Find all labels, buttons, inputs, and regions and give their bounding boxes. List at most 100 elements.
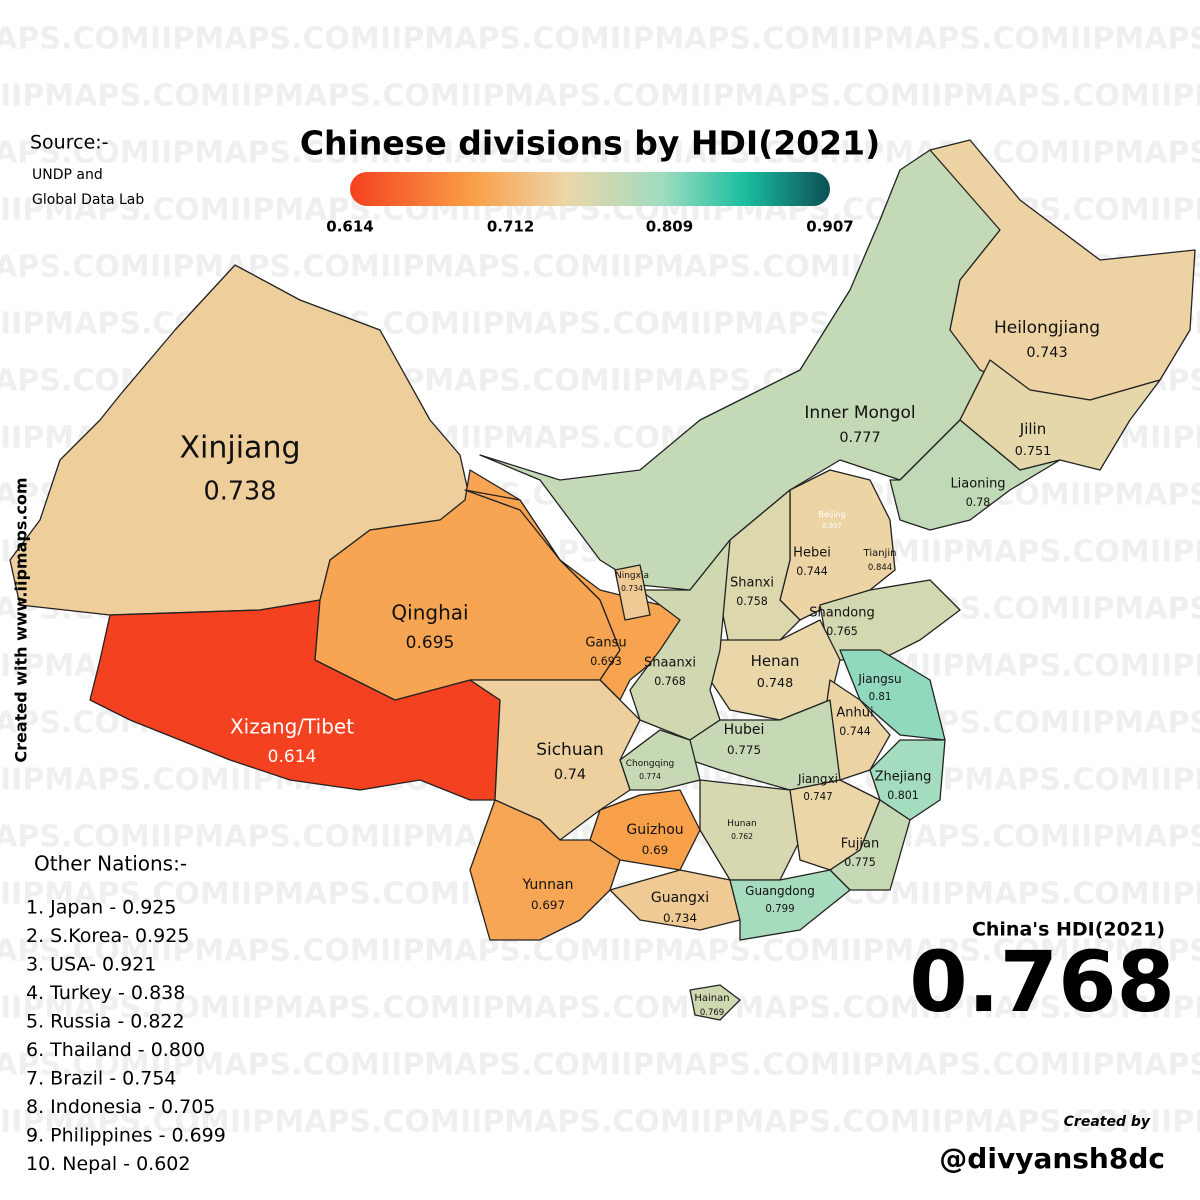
watermark: IIPMAPS.COM — [380, 136, 610, 171]
region-value: 0.765 — [826, 625, 858, 638]
watermark: IIPMAPS.COM — [840, 1048, 1070, 1083]
region — [729, 869, 851, 941]
region-value: 0.907 — [822, 522, 841, 530]
region-value: 0.695 — [406, 633, 455, 653]
watermark: IIPMAPS.COM — [920, 877, 1150, 912]
region-value: 0.693 — [590, 655, 622, 668]
region-name: Hebei — [793, 545, 831, 560]
region-value: 0.799 — [765, 904, 794, 915]
watermark: IIPMAPS.COM — [1150, 421, 1200, 456]
watermark: IIPMAPS.COM — [1150, 1105, 1200, 1140]
watermark: IIPMAPS.COM — [1150, 193, 1200, 228]
watermark: IIPMAPS.COM — [1070, 1048, 1200, 1083]
region-value: 0.734 — [621, 584, 643, 593]
source-label: Source:- — [30, 132, 109, 154]
region-name: Jiangsu — [857, 672, 901, 686]
region-value: 0.769 — [700, 1008, 724, 1018]
region-value: 0.744 — [839, 725, 871, 738]
nation-item: 1. Japan - 0.925 — [26, 897, 177, 919]
credit-handle: @divyansh8dc — [939, 1142, 1165, 1175]
watermark: IIPMAPS.COM — [920, 763, 1150, 798]
watermark: IIPMAPS.COM — [0, 877, 230, 912]
legend-tick-label: 0.809 — [646, 218, 693, 236]
watermark: IIPMAPS.COM — [460, 79, 690, 114]
legend-bar — [350, 172, 830, 206]
watermark: IIPMAPS.COM — [920, 79, 1150, 114]
region-name: Fujian — [841, 836, 879, 851]
region — [689, 984, 741, 1021]
title: Chinese divisions by HDI(2021) — [300, 124, 880, 163]
region-value: 0.743 — [1026, 345, 1067, 361]
nation-item: 10. Nepal - 0.602 — [26, 1153, 190, 1175]
watermark: IIPMAPS.COM — [150, 820, 380, 855]
watermark: IIPMAPS.COM — [610, 934, 840, 969]
region-name: Shandong — [809, 605, 874, 620]
region-name: Xizang/Tibet — [230, 715, 354, 739]
watermark: IIPMAPS.COM — [690, 79, 920, 114]
region-name: Hainan — [694, 993, 729, 1004]
region-value: 0.751 — [1015, 444, 1052, 459]
watermark: IIPMAPS.COM — [230, 877, 460, 912]
region — [614, 564, 651, 621]
watermark: IIPMAPS.COM — [920, 991, 1150, 1026]
region-name: Qinghai — [391, 601, 468, 625]
watermark: IIPMAPS.COM — [460, 991, 690, 1026]
watermark: IIPMAPS.COM — [610, 1048, 840, 1083]
region-value: 0.762 — [731, 832, 753, 841]
nation-item: 8. Indonesia - 0.705 — [26, 1096, 215, 1118]
region-name: Guangdong — [745, 884, 815, 898]
watermark: IIPMAPS.COM — [150, 22, 380, 57]
national-value: 0.768 — [909, 933, 1175, 1031]
legend-tick-label: 0.712 — [487, 218, 534, 236]
watermark: IIPMAPS.COM — [1070, 22, 1200, 57]
region-name: Tianjin — [863, 548, 897, 559]
region-name: Henan — [751, 652, 800, 670]
watermark: IIPMAPS.COM — [380, 364, 610, 399]
watermark: IIPMAPS.COM — [1150, 535, 1200, 570]
watermark: IIPMAPS.COM — [460, 1105, 690, 1140]
watermark: IIPMAPS.COM — [460, 421, 690, 456]
watermark: IIPMAPS.COM — [920, 1105, 1150, 1140]
watermark: IIPMAPS.COM — [150, 250, 380, 285]
watermark: IIPMAPS.COM — [840, 934, 1070, 969]
watermark: IIPMAPS.COM — [1070, 706, 1200, 741]
region-name: Jiangxi — [797, 772, 838, 786]
region-name: Shanxi — [730, 575, 774, 590]
region-value: 0.78 — [966, 496, 991, 509]
region-name: Hubei — [724, 722, 765, 738]
watermark: IIPMAPS.COM — [0, 136, 150, 171]
watermark: IIPMAPS.COM — [0, 1048, 150, 1083]
watermark: IIPMAPS.COM — [230, 1105, 460, 1140]
region-value: 0.734 — [663, 911, 697, 925]
region-name: Zhejiang — [875, 769, 932, 784]
region-name: Gansu — [585, 635, 626, 650]
region-name: Jilin — [1019, 420, 1046, 438]
watermark: IIPMAPS.COM — [610, 22, 840, 57]
region-name: Inner Mongol — [804, 403, 915, 423]
nation-item: 9. Philippines - 0.699 — [26, 1125, 226, 1147]
region — [719, 489, 801, 651]
region-value: 0.801 — [887, 789, 919, 802]
watermark: IIPMAPS.COM — [610, 136, 840, 171]
region-name: Anhui — [836, 705, 873, 720]
source-line: Global Data Lab — [32, 192, 144, 208]
region-value: 0.777 — [839, 430, 880, 446]
watermark: IIPMAPS.COM — [1150, 877, 1200, 912]
nations-title: Other Nations:- — [34, 852, 187, 876]
region-name: Shaanxi — [644, 655, 696, 670]
region-name: Guizhou — [626, 822, 683, 838]
watermark: IIPMAPS.COM — [1150, 763, 1200, 798]
region-value: 0.748 — [757, 676, 794, 691]
region-value: 0.697 — [531, 898, 565, 912]
nation-item: 7. Brazil - 0.754 — [26, 1068, 177, 1090]
watermark: IIPMAPS.COM — [230, 991, 460, 1026]
watermark: IIPMAPS.COM — [690, 1105, 920, 1140]
watermark: IIPMAPS.COM — [920, 649, 1150, 684]
watermark: IIPMAPS.COM — [1070, 820, 1200, 855]
watermark: IIPMAPS.COM — [150, 136, 380, 171]
watermark: IIPMAPS.COM — [0, 763, 230, 798]
watermark: IIPMAPS.COM — [0, 934, 150, 969]
region-name: Yunnan — [521, 877, 573, 893]
region-value: 0.758 — [736, 595, 768, 608]
